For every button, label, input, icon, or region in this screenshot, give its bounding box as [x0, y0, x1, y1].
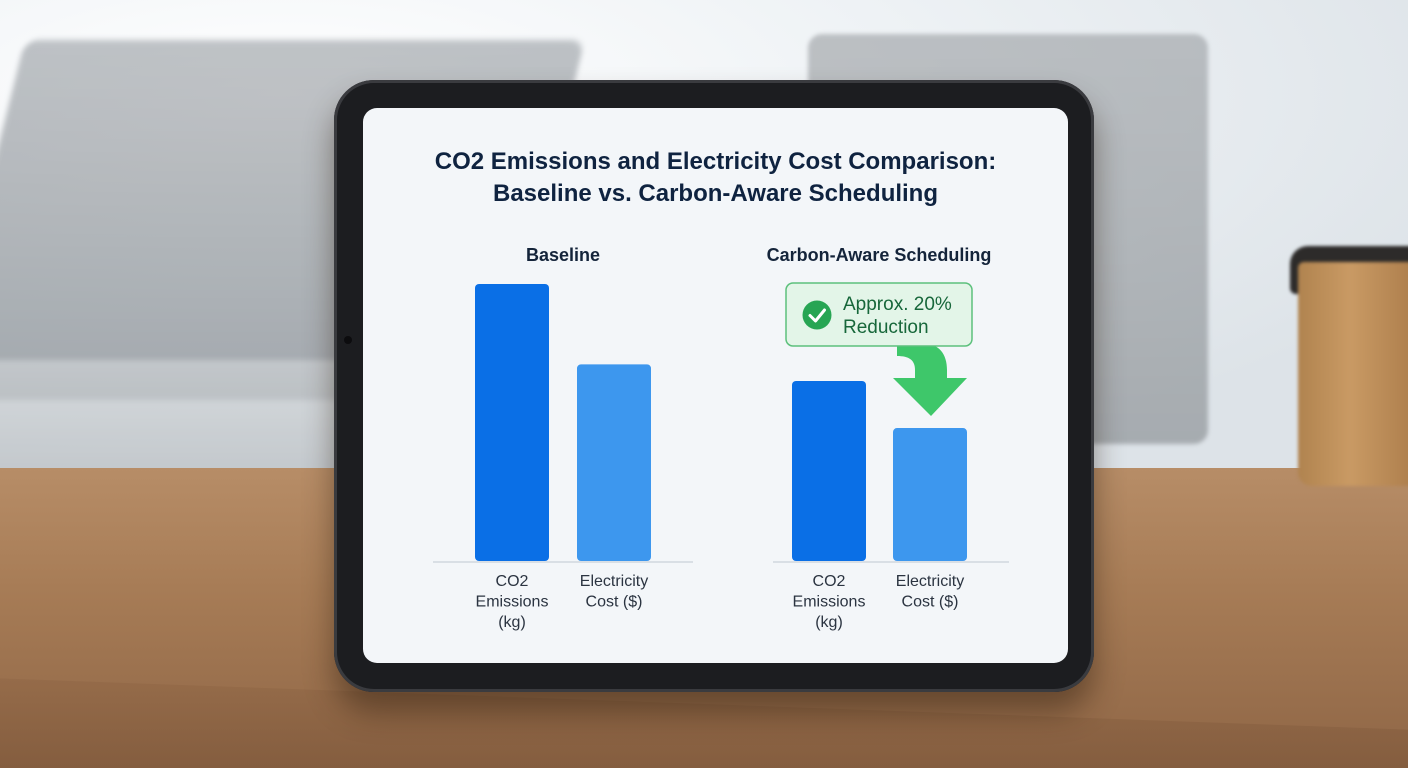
- annotation-text-line-2: Reduction: [843, 317, 929, 338]
- tablet-camera: [344, 336, 352, 344]
- background-laptop-left-base: [0, 360, 390, 480]
- bar-carbon-aware-scheduling-electricity-cost: [893, 428, 967, 561]
- annotation-text-line-1: Approx. 20%: [843, 294, 952, 315]
- category-label-baseline-co2-emissions-kg: CO2 Emissions (kg): [476, 573, 549, 631]
- reduction-arrow-icon: [893, 344, 967, 416]
- group-title-baseline: Baseline: [526, 245, 600, 265]
- category-label-carbon-aware-scheduling-electricity-cost: Electricity Cost ($): [896, 573, 964, 611]
- chart-title-line-2: Baseline vs. Carbon-Aware Scheduling: [492, 180, 939, 207]
- tablet-screen: CO2 Emissions and Electricity Cost Compa…: [363, 108, 1068, 663]
- group-title-carbon-aware-scheduling: Carbon-Aware Scheduling: [767, 245, 992, 265]
- chart-title-line-1: CO2 Emissions and Electricity Cost Compa…: [434, 148, 997, 175]
- bar-baseline-electricity-cost: [577, 364, 651, 561]
- bar-carbon-aware-scheduling-co2-emissions-kg: [792, 380, 866, 561]
- category-label-carbon-aware-scheduling-co2-emissions-kg: CO2 Emissions (kg): [793, 573, 866, 631]
- category-label-baseline-electricity-cost: Electricity Cost ($): [580, 573, 648, 611]
- check-circle-icon: [802, 300, 832, 330]
- bar-baseline-co2-emissions-kg: [475, 284, 549, 561]
- coffee-cup: [1298, 262, 1408, 486]
- chart-title: CO2 Emissions and Electricity Cost Compa…: [363, 146, 1068, 210]
- bar-chart: Baseline CO2 Emissions (kg) Electricity Cost …: [433, 245, 1009, 631]
- annotation-box: [785, 282, 973, 347]
